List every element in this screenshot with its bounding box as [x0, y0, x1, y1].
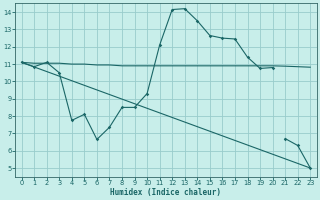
X-axis label: Humidex (Indice chaleur): Humidex (Indice chaleur)	[110, 188, 221, 197]
